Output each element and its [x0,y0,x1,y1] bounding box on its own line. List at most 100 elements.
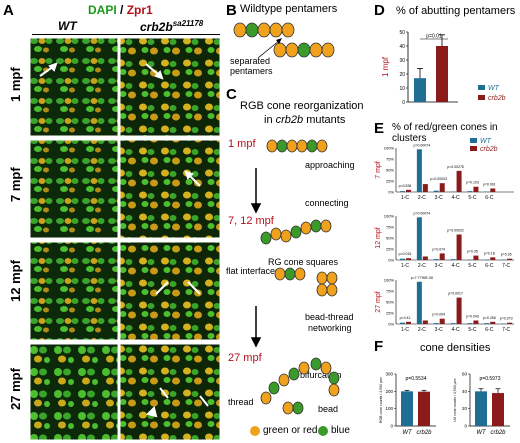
e-pvalue: p=0.091 [483,182,496,186]
pentamer-cone [233,22,247,38]
arrowhead-wt-1mpf [48,62,58,72]
e-ytick-label: 50% [386,300,394,305]
label-bifurcation: bifurcation [300,370,342,380]
e-category-label: 3-C [435,195,443,201]
d-legend-wt-swatch [478,85,485,90]
f-ytick-label: 20 [462,406,468,411]
separation-arrow [257,39,281,59]
e-bar-mut [490,188,496,192]
e-bar-mut [422,256,428,260]
f-ytick-label: 60 [462,372,468,377]
e-ytick-label: 0% [388,190,394,195]
f-xtick-label: WT [476,430,487,436]
e-pvalue: p=0.00074 [414,211,431,215]
e-category-label: 7-C [502,327,510,333]
e-bar-wt [467,323,473,324]
panel-c-letter: C [226,86,237,103]
e-bar-mut [490,257,496,260]
cone [288,367,300,381]
e-bar-wt [433,323,439,324]
e-pvalue: p=0.103 [466,181,479,185]
cone [292,401,304,415]
stage-27mpf: 27 mpf [228,352,262,364]
row-label-7mpf: 7 mpf [8,167,23,202]
e-pvalue: p=0.536 [399,184,412,188]
e-ytick-label: 100% [384,278,395,283]
panel-f-letter: F [374,338,384,355]
e-ytick-label: 50% [386,236,394,241]
row-label-1mpf: 1 mpf [8,67,23,102]
panel-b-label: separated pentamers [230,56,273,76]
e-bar-mut [439,318,445,324]
d-pvalue: p=0.01 [426,34,442,40]
panel-c-title-1: RGB cone reorganization [240,100,364,112]
e-category-label: 1-C [401,327,409,333]
e-bar-mut [406,189,411,192]
e-pvalue: p=0.004 [432,313,445,317]
e-bar-mut [439,253,445,260]
e-bar-wt [400,191,405,192]
separation-arrowhead [276,38,282,44]
pentamer-cone [273,42,287,58]
e-row-label: 7 mpf [375,161,382,179]
f-ytick-label: 300 [385,372,393,377]
e-bar-mut [473,255,479,260]
e-category-label: 5-C [468,263,476,269]
pentamer-cone [297,42,311,58]
e-bar-mut [473,320,479,324]
d-legend-mut-swatch [478,95,485,100]
e-bar-mut [507,258,513,260]
e-legend-wt-swatch [470,138,477,143]
e-ytick-label: 75% [386,157,394,162]
panel-d-chart: 0 10 20 30 40 50 1 mpf p=0.01 WT crb2b [381,30,506,106]
f-ylabel: RGB cone counts / 4,900 μm² [379,376,383,423]
cone [294,267,306,281]
label-approaching: approaching [305,160,355,170]
d-ytick-label: 40 [399,44,405,50]
col-mut-gene: crb2b [140,20,173,34]
f-pvalue: p=0.5534 [406,376,427,382]
e-category-label: 1-C [401,263,409,269]
dapi-label: DAPI [88,3,117,17]
e-bar-mut [456,234,462,260]
d-ytick-label: 30 [399,58,405,64]
e-ytick-label: 75% [386,289,394,294]
cone [282,401,294,415]
panel-d-letter: D [374,2,385,19]
panel-f-title: cone densities [420,342,491,354]
pentamer-cone [309,42,323,58]
cone [274,267,286,281]
e-bar-mut [406,258,411,260]
panel-a-title: DAPI / Zpr1 [88,3,153,17]
cone [310,357,322,371]
e-category-label: 6-C [485,327,493,333]
micrograph-mut-12mpf [119,241,221,341]
e-legend-wt-label: WT [480,138,492,145]
f-ytick-label: 40 [462,389,468,394]
label-connecting: connecting [305,198,349,208]
f-bar-mut [492,393,504,426]
e-category-label: 6-C [485,263,493,269]
micrograph-wt-12mpf [29,241,119,341]
label-bead: bead [318,404,339,414]
e-category-label: 2-C [418,327,426,333]
col-mut-allele: sa21178 [172,19,204,28]
pentamer-cone [257,22,271,38]
pentamer-cone [269,22,283,38]
arrow-mut-12mpf-b [187,281,201,295]
f-bar-wt [475,391,487,426]
e-bar-mut [406,321,411,324]
e-pvalue: p=0.35 [467,250,478,254]
zpr1-label: Zpr1 [126,3,153,17]
cone [278,373,290,387]
e-bar-wt [400,322,405,324]
panel-d-title: % of abutting pentamers [396,5,516,17]
cone [320,219,332,233]
pentamer-cone [321,42,335,58]
e-bar-wt [400,258,405,260]
column-header-rule [32,34,220,35]
f-bar-wt [401,391,413,426]
stage-arrowhead-2 [250,337,262,348]
e-ytick-label: 100% [384,146,395,151]
e-bar-wt [416,217,422,260]
